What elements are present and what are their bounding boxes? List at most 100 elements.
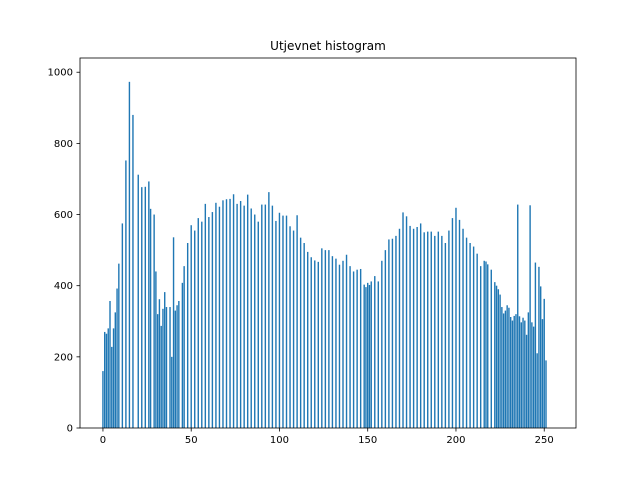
histogram-bar [181, 282, 184, 428]
histogram-bar [331, 256, 334, 428]
histogram-bar [490, 269, 492, 428]
histogram-bar [402, 212, 404, 428]
histogram-bar [381, 260, 383, 428]
histogram-bar [328, 250, 330, 428]
histogram-bar [444, 243, 447, 428]
histogram-bar [275, 220, 277, 428]
histogram-bar [215, 202, 217, 428]
histogram-bar [543, 298, 545, 428]
histogram-bar [307, 251, 309, 428]
histogram-bar [204, 203, 207, 428]
histogram-bar [384, 250, 387, 428]
histogram-bar [455, 207, 457, 428]
histogram-bar [504, 310, 507, 428]
histogram-bar [527, 312, 530, 429]
histogram-bar [324, 250, 327, 428]
histogram-bar [292, 230, 295, 428]
histogram-bar [114, 312, 117, 429]
histogram-bar [211, 212, 214, 428]
histogram-bar [243, 205, 245, 428]
x-tick-label: 150 [358, 435, 377, 446]
histogram-bar [125, 160, 127, 428]
histogram-bar [335, 258, 337, 428]
histogram-bar [462, 228, 464, 428]
histogram-bar [225, 199, 228, 428]
histogram-bar [374, 276, 376, 428]
histogram-bar [109, 300, 111, 428]
histogram-bar [349, 266, 351, 429]
histogram-bar [497, 289, 500, 428]
histogram-bar [116, 288, 118, 428]
y-tick-label: 600 [54, 210, 73, 221]
histogram-bar [338, 264, 341, 428]
histogram-bar [502, 313, 505, 428]
histogram-bar [144, 186, 147, 428]
histogram-bar [102, 371, 104, 428]
histogram-bar [169, 307, 171, 428]
bars-group [102, 81, 547, 429]
histogram-bar [419, 223, 422, 428]
plot-frame [79, 57, 577, 429]
histogram-bar [285, 215, 288, 428]
histogram-bar [190, 225, 192, 428]
chart-title: Utjevnet histogram [270, 39, 386, 53]
histogram-bar [495, 285, 498, 428]
histogram-bar [236, 203, 238, 428]
x-tick-label: 0 [100, 435, 106, 446]
histogram-bar [172, 237, 175, 428]
histogram-bar [508, 307, 510, 428]
y-tick-label: 0 [67, 424, 73, 435]
histogram-bar [171, 356, 173, 428]
histogram-bar [153, 214, 155, 428]
histogram-bar [299, 237, 302, 428]
histogram-bar [363, 284, 365, 429]
x-tick-label: 100 [270, 435, 289, 446]
histogram-bar [176, 305, 178, 428]
histogram-bar [487, 264, 489, 428]
histogram-bar [509, 317, 512, 428]
histogram-bar [434, 235, 436, 428]
histogram-bar [368, 284, 371, 428]
histogram-bar [111, 346, 113, 428]
histogram-bar [250, 208, 252, 428]
histogram-bar [437, 231, 440, 428]
histogram-bar [118, 263, 120, 428]
histogram-bar [409, 225, 411, 428]
y-tick-label: 400 [54, 281, 73, 292]
histogram-bar [511, 320, 514, 428]
histogram-bar [197, 218, 199, 428]
histogram-bar [232, 194, 235, 428]
histogram-bar [310, 257, 312, 428]
histogram-bar [524, 320, 526, 428]
histogram-bar [128, 81, 131, 428]
histogram-bar [451, 218, 454, 428]
histogram-bar [141, 187, 143, 428]
histogram-bar [534, 262, 537, 428]
histogram-bar [222, 200, 224, 428]
histogram-bar [261, 204, 263, 428]
histogram-bar [529, 205, 531, 428]
histogram-bar [485, 261, 487, 428]
histogram-bar [388, 239, 390, 428]
histogram-bar [183, 266, 185, 429]
histogram-bar [416, 226, 418, 428]
histogram-bar [522, 317, 524, 428]
y-tick-label: 1000 [48, 68, 73, 79]
histogram-bar [165, 307, 168, 428]
histogram-bar [317, 261, 319, 428]
histogram-bar [137, 174, 139, 428]
histogram-bar [278, 212, 281, 428]
histogram-bar [532, 326, 535, 428]
histogram-bar [158, 299, 161, 428]
histogram-bar [229, 198, 231, 428]
histogram-bar [430, 231, 432, 428]
histogram-bar [541, 319, 544, 428]
histogram-bar [479, 266, 482, 429]
histogram-bar [448, 230, 450, 428]
y-tick-label: 800 [54, 139, 73, 150]
histogram-bar [218, 206, 221, 428]
histogram-bar [539, 286, 542, 428]
histogram-bar [370, 281, 372, 428]
histogram-bar [525, 334, 528, 428]
histogram-bar [282, 215, 284, 428]
